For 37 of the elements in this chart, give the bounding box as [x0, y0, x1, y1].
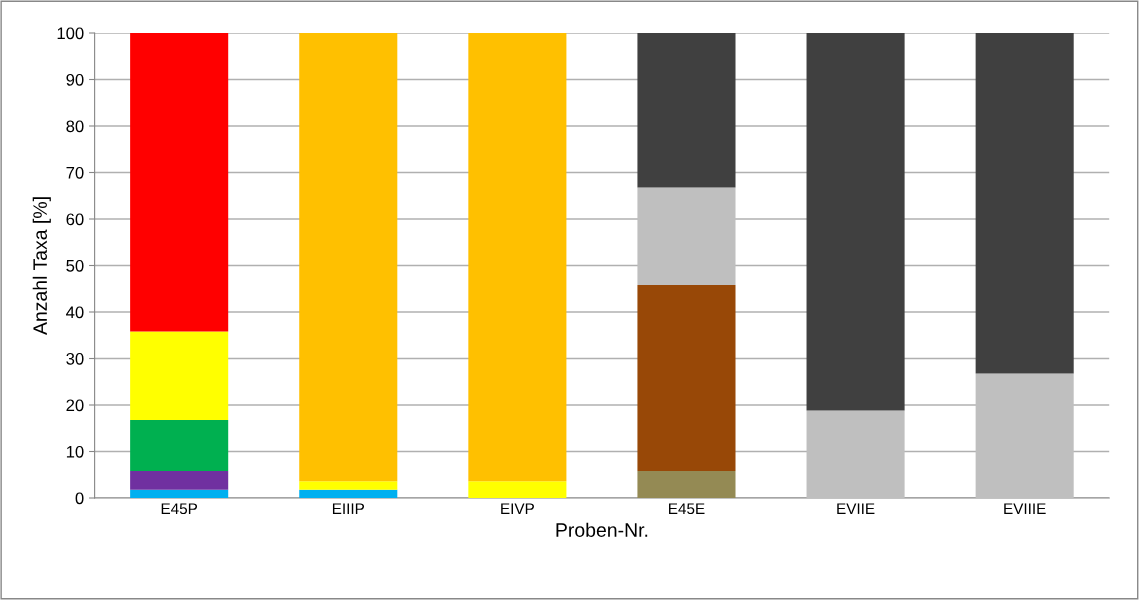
y-tick-label: 100: [57, 27, 84, 40]
x-tick-label: E45E: [669, 503, 705, 515]
bar: [806, 410, 905, 498]
x-tick-label: EVIIE: [837, 503, 875, 514]
x-tick-label: EIIIP: [332, 503, 365, 514]
bar: [468, 33, 567, 482]
y-tick-label: 60: [66, 213, 84, 226]
bar: [299, 33, 398, 482]
bar: [975, 373, 1074, 498]
bar: [130, 489, 229, 498]
x-tick-label: E45P: [161, 503, 198, 515]
bar: [130, 471, 229, 490]
bar: [637, 285, 736, 472]
bar: [637, 471, 736, 498]
x-tick-label: EIVP: [501, 503, 534, 514]
bar: [130, 331, 229, 420]
bar: [637, 187, 736, 286]
y-tick-label: 50: [66, 259, 84, 272]
bar: [130, 419, 229, 472]
y-axis-title: Anzahl Taxa [%]: [32, 197, 51, 335]
bar: [130, 33, 229, 332]
y-tick-label: 40: [66, 306, 84, 319]
bar: [468, 481, 567, 498]
bar: [975, 33, 1074, 374]
y-tick-label: 90: [66, 73, 84, 86]
y-tick-label: 10: [66, 445, 84, 458]
bar: [637, 33, 736, 188]
y-tick-label: 0: [75, 492, 84, 505]
bar: [299, 481, 398, 490]
y-tick-label: 70: [66, 166, 84, 179]
bar: [806, 33, 905, 411]
y-tick-label: 20: [66, 399, 84, 412]
y-tick-label: 30: [66, 352, 84, 365]
bar: [299, 489, 398, 498]
x-tick-label: EVIIIE: [1004, 503, 1046, 514]
x-axis-title: Proben-Nr.: [556, 522, 648, 537]
y-tick-label: 80: [66, 120, 84, 133]
